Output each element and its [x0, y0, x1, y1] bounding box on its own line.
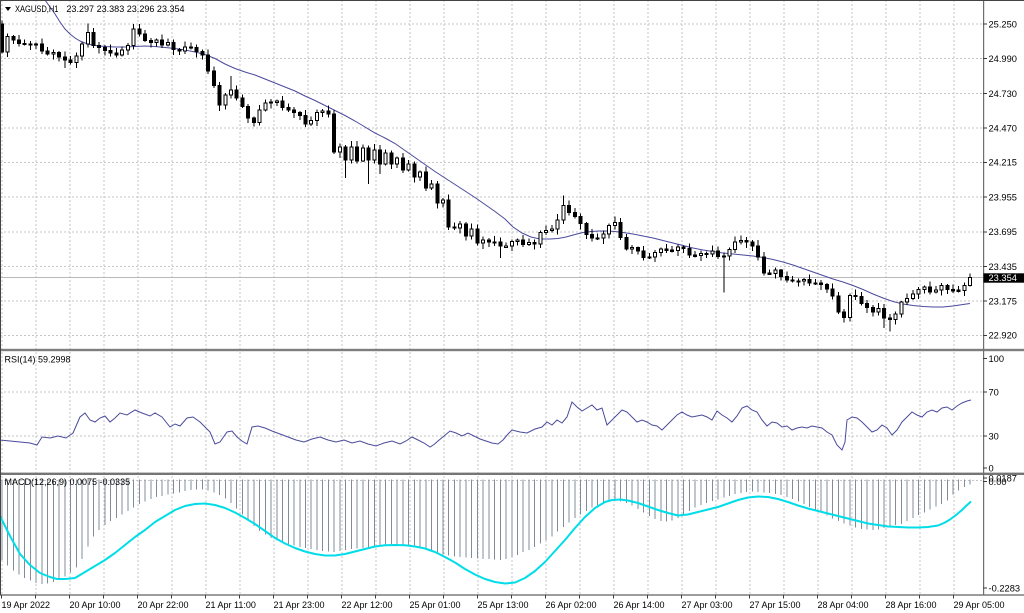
- svg-text:MACD(12,26,9) 0.0075 -0.0335: MACD(12,26,9) 0.0075 -0.0335: [5, 477, 131, 487]
- svg-text:23.297 23.383 23.296 23.354: 23.297 23.383 23.296 23.354: [66, 4, 184, 15]
- svg-text:24.470: 24.470: [989, 124, 1017, 134]
- svg-text:23.354: 23.354: [989, 273, 1017, 283]
- svg-text:100: 100: [989, 354, 1005, 364]
- svg-text:20 Apr 22:00: 20 Apr 22:00: [138, 600, 189, 610]
- svg-text:30: 30: [989, 431, 999, 441]
- svg-text:-0.2283: -0.2283: [989, 583, 1021, 593]
- svg-text:27 Apr 03:00: 27 Apr 03:00: [682, 600, 733, 610]
- svg-text:0.00: 0.00: [989, 477, 1007, 487]
- svg-text:24.215: 24.215: [989, 158, 1017, 168]
- svg-text:24.730: 24.730: [989, 89, 1017, 99]
- svg-text:28 Apr 16:00: 28 Apr 16:00: [886, 600, 937, 610]
- svg-text:24.990: 24.990: [989, 54, 1017, 64]
- svg-text:23.175: 23.175: [989, 297, 1017, 307]
- svg-text:25.250: 25.250: [989, 19, 1017, 29]
- svg-text:70: 70: [989, 387, 999, 397]
- svg-text:22.920: 22.920: [989, 331, 1017, 341]
- svg-text:21 Apr 23:00: 21 Apr 23:00: [274, 600, 325, 610]
- svg-text:28 Apr 04:00: 28 Apr 04:00: [818, 600, 869, 610]
- svg-text:RSI(14) 59.2998: RSI(14) 59.2998: [5, 355, 71, 365]
- svg-text:21 Apr 11:00: 21 Apr 11:00: [206, 600, 256, 610]
- svg-text:23.435: 23.435: [989, 262, 1017, 272]
- svg-text:27 Apr 15:00: 27 Apr 15:00: [750, 600, 801, 610]
- svg-text:26 Apr 14:00: 26 Apr 14:00: [614, 600, 665, 610]
- svg-text:XAGUSD,H1: XAGUSD,H1: [15, 4, 59, 15]
- svg-text:26 Apr 02:00: 26 Apr 02:00: [546, 600, 597, 610]
- svg-text:23.955: 23.955: [989, 192, 1017, 202]
- svg-text:19 Apr 2022: 19 Apr 2022: [2, 600, 51, 610]
- svg-text:0.0187: 0.0187: [989, 473, 1017, 483]
- svg-text:20 Apr 10:00: 20 Apr 10:00: [70, 600, 121, 610]
- svg-text:25 Apr 13:00: 25 Apr 13:00: [478, 600, 529, 610]
- svg-text:22 Apr 12:00: 22 Apr 12:00: [342, 600, 393, 610]
- svg-text:25 Apr 01:00: 25 Apr 01:00: [410, 600, 461, 610]
- svg-text:23.695: 23.695: [989, 227, 1017, 237]
- svg-text:0: 0: [989, 463, 994, 473]
- svg-text:29 Apr 05:00: 29 Apr 05:00: [954, 600, 1005, 610]
